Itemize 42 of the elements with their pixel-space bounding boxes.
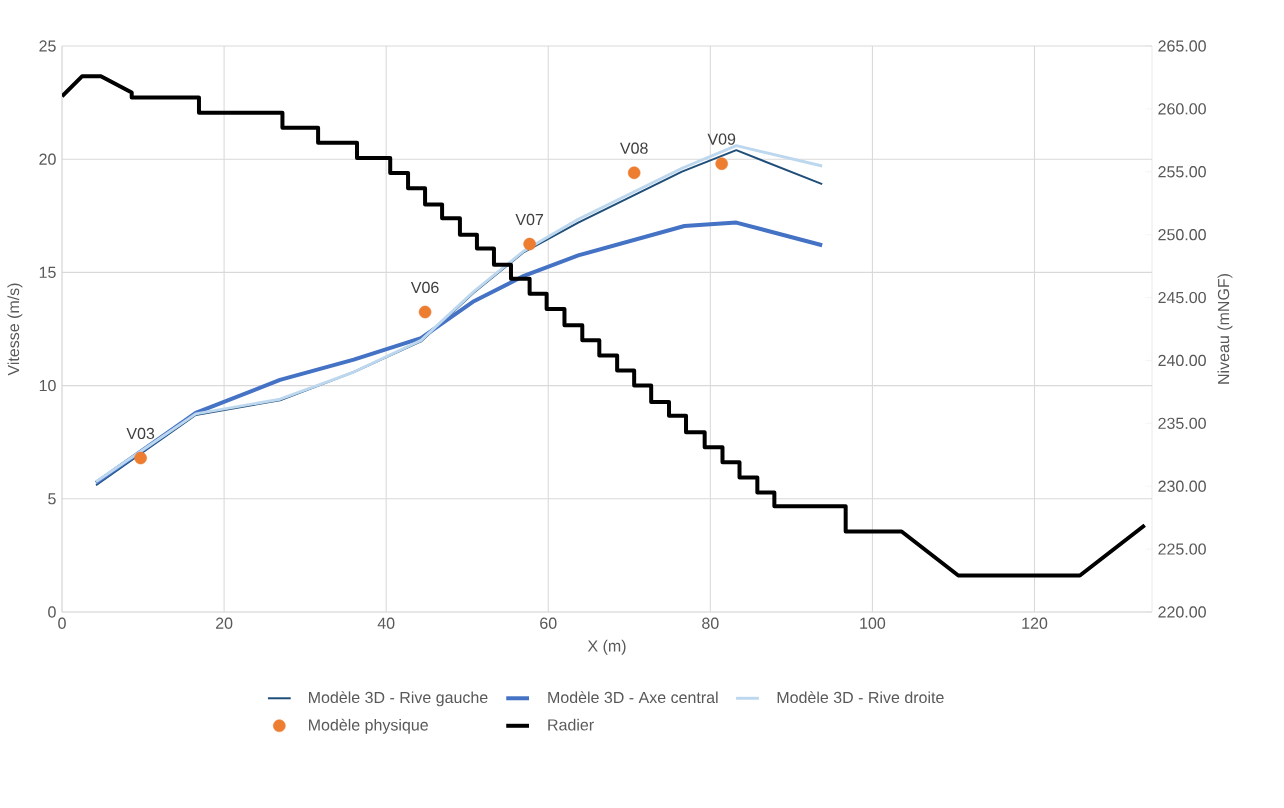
y2-tick-label: 220.00 bbox=[1158, 606, 1206, 618]
x-tick-label: 80 bbox=[702, 617, 719, 629]
point bbox=[627, 166, 641, 180]
y2-tick-label: 260.00 bbox=[1158, 103, 1206, 115]
x-tick-label: 40 bbox=[377, 617, 395, 629]
legend-label: Modèle 3D - Axe central bbox=[548, 691, 718, 704]
y-tick-label: 10 bbox=[39, 379, 56, 392]
y2-tick-label: 265.00 bbox=[1158, 40, 1206, 52]
legend-label: Modèle 3D - Rive droite bbox=[777, 691, 944, 704]
y2-tick-label: 245.00 bbox=[1158, 291, 1206, 304]
y2-tick-label: 225.00 bbox=[1158, 543, 1206, 555]
x-tick-label: 0 bbox=[58, 617, 66, 629]
point bbox=[523, 237, 536, 251]
legend-label: Modèle 3D - Rive gauche bbox=[309, 691, 488, 707]
annotation: V09 bbox=[707, 133, 736, 145]
x-axis-title: X (m) bbox=[587, 639, 626, 655]
x-tick-label: 20 bbox=[215, 617, 233, 629]
annotation: V03 bbox=[126, 427, 155, 440]
y2-tick-label: 240.00 bbox=[1158, 354, 1206, 367]
y-tick-label: 5 bbox=[48, 493, 56, 505]
annotation: V07 bbox=[515, 213, 544, 226]
y-tick-label: 20 bbox=[39, 153, 56, 165]
point bbox=[134, 451, 147, 465]
y-axis-title: Vitesse (m/s) bbox=[7, 283, 23, 376]
x-tick-label: 60 bbox=[540, 617, 557, 629]
annotation: V06 bbox=[410, 281, 439, 294]
y2-tick-label: 235.00 bbox=[1158, 417, 1206, 429]
x-tick-label: 120 bbox=[1022, 617, 1048, 629]
y2-axis-title: Niveau (mNGF) bbox=[1217, 274, 1233, 384]
y-tick-label: 0 bbox=[48, 606, 56, 618]
point bbox=[418, 305, 432, 319]
point bbox=[715, 157, 728, 170]
y2-tick-label: 230.00 bbox=[1158, 480, 1206, 492]
annotation: V08 bbox=[619, 142, 648, 154]
legend-label: Radier bbox=[548, 718, 594, 731]
y-tick-label: 15 bbox=[39, 266, 56, 278]
y-tick-label: 25 bbox=[39, 40, 56, 52]
legend-label: Modèle physique bbox=[309, 718, 428, 734]
x-tick-label: 100 bbox=[860, 617, 886, 629]
y2-tick-label: 255.00 bbox=[1158, 166, 1206, 178]
y2-tick-label: 250.00 bbox=[1158, 229, 1206, 241]
line-series bbox=[62, 74, 1147, 578]
